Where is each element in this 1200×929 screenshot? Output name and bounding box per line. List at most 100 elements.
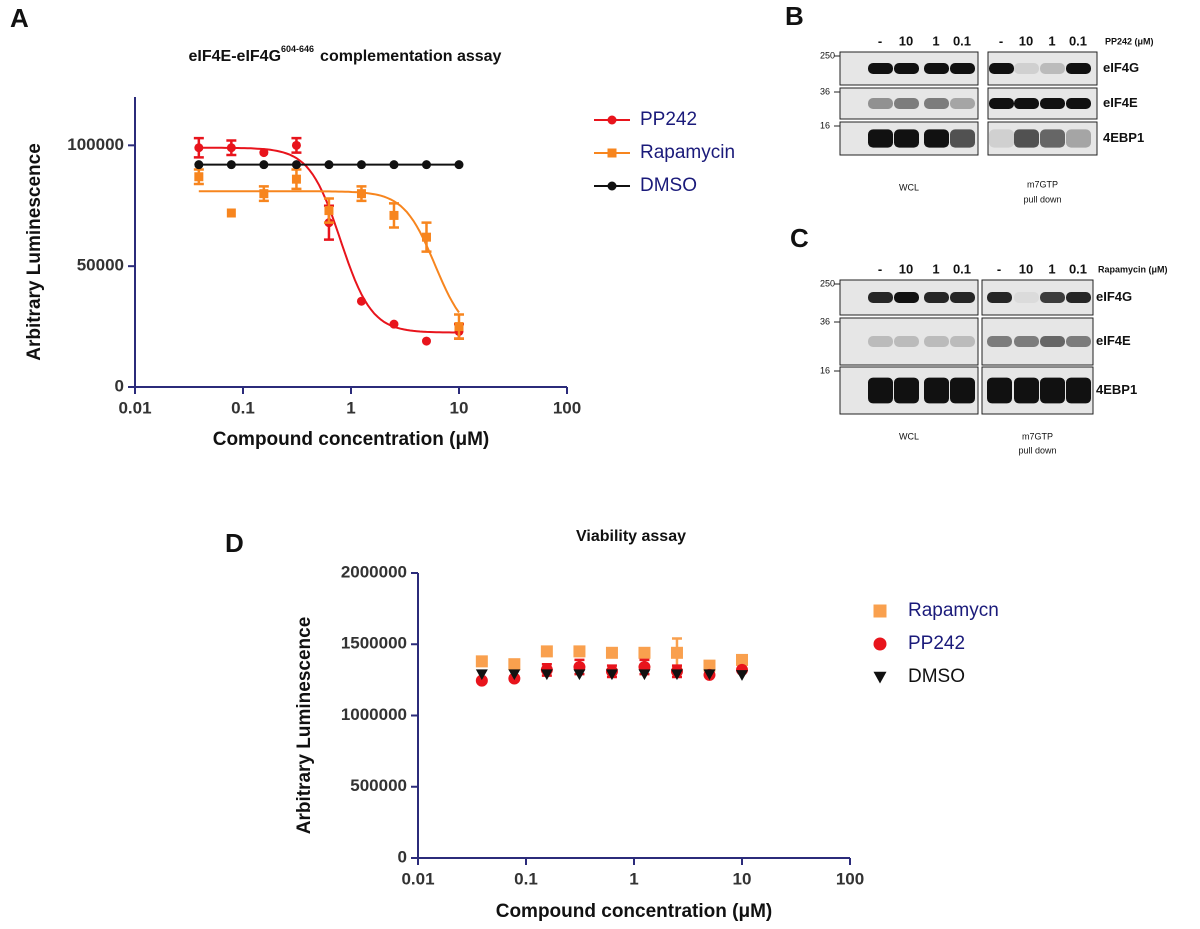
marker-label: 250	[820, 278, 835, 288]
dose-label: 1	[1048, 33, 1055, 48]
marker	[389, 160, 399, 170]
blot-band	[868, 98, 893, 109]
marker	[291, 174, 301, 184]
panel-letter: A	[10, 3, 29, 33]
chart-title: Viability assay	[576, 528, 686, 545]
marker	[194, 160, 204, 170]
blot-band	[987, 377, 1012, 404]
y-tick-label: 500000	[350, 776, 407, 795]
blot-band	[868, 377, 893, 404]
blot-band	[924, 377, 949, 404]
blot-band	[1066, 292, 1091, 303]
marker	[389, 210, 399, 220]
marker	[638, 669, 651, 681]
dose-label: 1	[932, 33, 939, 48]
dose-label: 1	[932, 261, 939, 276]
treatment-label: Rapamycin (μM)	[1098, 264, 1168, 274]
marker	[291, 160, 301, 170]
blot-band	[868, 129, 893, 148]
protein-label: eIF4G	[1103, 60, 1139, 75]
panel-letter: B	[785, 1, 804, 31]
dose-label: 10	[1019, 261, 1033, 276]
blot-band	[1040, 377, 1065, 404]
marker	[703, 669, 716, 681]
marker	[736, 653, 748, 666]
dose-label: 1	[1048, 261, 1055, 276]
panel-letter: D	[225, 528, 244, 558]
blot-band	[1014, 377, 1039, 404]
blot-band	[989, 98, 1014, 109]
dose-label: 0.1	[1069, 261, 1087, 276]
legend-marker	[873, 604, 887, 618]
blot-band	[989, 129, 1014, 148]
chart-title: eIF4E-eIF4G604-646 complementation assay	[189, 44, 502, 65]
pulldown-label: m7GTP	[1022, 431, 1053, 441]
pulldown-label: pull down	[1023, 194, 1061, 204]
blot-band	[1066, 63, 1091, 74]
blot-band	[894, 98, 919, 109]
protein-label: 4EBP1	[1103, 130, 1144, 145]
marker	[605, 646, 618, 659]
x-tick-label: 0.1	[514, 869, 538, 888]
marker	[454, 322, 464, 332]
dose-label: -	[878, 33, 882, 48]
y-tick-label: 1500000	[341, 634, 407, 653]
x-tick-label: 100	[836, 869, 864, 888]
blot-band	[989, 63, 1014, 74]
blot-band	[1066, 336, 1091, 347]
marker	[670, 646, 683, 659]
protein-label: eIF4G	[1096, 289, 1132, 304]
title-superscript: 604-646	[281, 44, 314, 54]
x-tick-label: 0.01	[118, 398, 151, 417]
blot-band	[868, 292, 893, 303]
marker	[508, 658, 521, 671]
marker	[226, 208, 236, 218]
marker	[421, 336, 431, 346]
legend-label: Rapamycn	[908, 600, 999, 621]
marker	[421, 232, 431, 242]
y-tick-label: 100000	[67, 135, 124, 154]
x-tick-label: 1	[346, 398, 355, 417]
x-axis-label: Compound concentration (μM)	[213, 429, 490, 450]
marker	[703, 659, 716, 672]
y-tick-label: 50000	[77, 256, 124, 275]
x-tick-label: 10	[733, 869, 752, 888]
dose-label: -	[997, 261, 1001, 276]
marker	[638, 646, 651, 659]
legend-label: Rapamycin	[640, 142, 735, 163]
marker	[475, 674, 488, 687]
dose-label: 0.1	[1069, 33, 1087, 48]
marker	[670, 669, 683, 681]
dose-label: -	[878, 261, 882, 276]
legend-marker	[607, 115, 617, 125]
marker	[356, 189, 366, 199]
blot-band	[987, 336, 1012, 347]
blot-band	[924, 98, 949, 109]
y-tick-label: 2000000	[341, 562, 407, 581]
dose-label: -	[999, 33, 1003, 48]
title-text: Viability assay	[576, 528, 686, 545]
blot-band	[924, 292, 949, 303]
treatment-label: PP242 (μM)	[1105, 36, 1154, 46]
blot-band	[894, 377, 919, 404]
x-tick-label: 10	[450, 398, 469, 417]
dose-label: 10	[899, 261, 913, 276]
panel-letter: C	[790, 223, 809, 253]
marker	[194, 172, 204, 182]
blot-band	[1040, 336, 1065, 347]
blot-band	[1066, 98, 1091, 109]
blot-band	[1014, 292, 1039, 303]
y-tick-label: 0	[398, 847, 407, 866]
title-text: eIF4E-eIF4G	[189, 48, 281, 65]
marker-label: 36	[820, 316, 830, 326]
protein-label: 4EBP1	[1096, 382, 1137, 397]
legend-marker	[873, 637, 887, 651]
blot-band	[1014, 336, 1039, 347]
blot-band	[1040, 98, 1065, 109]
protein-label: eIF4E	[1096, 333, 1131, 348]
blot-band	[894, 63, 919, 74]
blot-band	[950, 129, 975, 148]
blot-band	[1014, 98, 1039, 109]
blot-band	[1040, 63, 1065, 74]
